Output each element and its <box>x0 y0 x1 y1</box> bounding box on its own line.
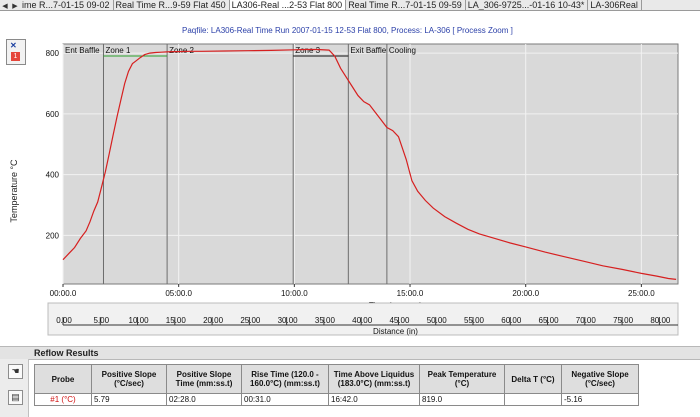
document-icon[interactable]: ▤ <box>8 390 23 405</box>
distance-tick-label: 60.00 <box>501 316 522 325</box>
distance-tick-label: 55.00 <box>464 316 485 325</box>
reflow-results-table: Probe Positive Slope (°C/sec) Positive Slo… <box>34 364 639 406</box>
x-tick-label: 15:00.0 <box>397 289 424 298</box>
column-header[interactable]: Negative Slope (°C/sec) <box>561 364 639 394</box>
tabs-container: ime R...7-01-15 09-02 Real Time R...9-59 … <box>20 0 642 10</box>
distance-tick-label: 40.00 <box>352 316 373 325</box>
zone-label: Ent Baffle <box>65 46 100 55</box>
tab-3[interactable]: Real Time R...7-01-15 09-59 <box>346 0 466 10</box>
x-tick-label: 10:00.0 <box>281 289 308 298</box>
distance-tick-label: 30.00 <box>278 316 299 325</box>
tab-1[interactable]: Real Time R...9-59 Flat 450 <box>114 0 230 10</box>
y-tick-label: 200 <box>46 231 60 240</box>
distance-tick-label: 5.00 <box>93 316 109 325</box>
distance-tick-label: 0.00 <box>56 316 72 325</box>
x-tick-label: 25:00.0 <box>628 289 655 298</box>
close-icon[interactable]: ✕ <box>10 41 17 50</box>
document-tab-bar: ◀ ▶ ime R...7-01-15 09-02 Real Time R...9-5… <box>0 0 700 11</box>
result-cell: 5.79 <box>91 393 167 406</box>
tab-5[interactable]: LA-306Real <box>588 0 642 10</box>
zone-label: Cooling <box>389 46 416 55</box>
distance-tick-label: 20.00 <box>203 316 224 325</box>
y-tick-label: 600 <box>46 110 60 119</box>
y-tick-label: 800 <box>46 49 60 58</box>
table-row[interactable]: #1 (°C) 5.79 02:28.0 00:31.0 16:42.0 819.0 -5.… <box>34 393 639 406</box>
distance-tick-label: 15.00 <box>166 316 187 325</box>
distance-axis-panel <box>47 302 679 336</box>
chart-window: ✕ 1 Paqfile: LA306-Real Time Run 2007-01… <box>0 11 700 345</box>
column-header[interactable]: Time Above Liquidus (183.0°C) (mm:ss.t) <box>328 364 420 394</box>
tab-scroll-left-icon[interactable]: ◀ <box>2 3 8 10</box>
distance-tick-label: 45.00 <box>389 316 410 325</box>
probe-number-badge[interactable]: 1 <box>11 52 20 61</box>
results-header-bar: Reflow Results <box>0 346 700 360</box>
y-tick-label: 400 <box>46 171 60 180</box>
column-header[interactable]: Rise Time (120.0 - 160.0°C) (mm:ss.t) <box>241 364 329 394</box>
x-tick-label: 05:00.0 <box>165 289 192 298</box>
paqfile-subtitle: Paqfile: LA306-Real Time Run 2007-01-15 … <box>182 26 513 35</box>
zone-label: Zone 3 <box>295 46 320 55</box>
tab-4[interactable]: LA_306-9725...-01-16 10-43* <box>466 0 589 10</box>
temperature-chart[interactable]: Ent Baffle Zone 1 Zone 2 Zone 3 Exit Baffle C… <box>0 11 700 345</box>
window-control-box: ✕ 1 <box>6 39 26 65</box>
result-cell <box>504 393 562 406</box>
temperature-series-line <box>62 48 677 280</box>
result-cell: 819.0 <box>419 393 505 406</box>
distance-tick-label: 50.00 <box>427 316 448 325</box>
result-cell: -5.16 <box>561 393 639 406</box>
x-tick-label: 00:00.0 <box>50 289 77 298</box>
distance-tick-label: 65.00 <box>539 316 560 325</box>
column-header[interactable]: Positive Slope Time (mm:ss.t) <box>166 364 242 394</box>
probe-cell: #1 (°C) <box>34 393 92 406</box>
zone-label: Exit Baffle <box>350 46 386 55</box>
column-header[interactable]: Delta T (°C) <box>504 364 562 394</box>
hand-icon[interactable]: ☚ <box>8 364 23 379</box>
zone-label: Zone 2 <box>169 46 194 55</box>
zone-label: Zone 1 <box>105 46 130 55</box>
x-tick-label: 20:00.0 <box>512 289 539 298</box>
column-header[interactable]: Positive Slope (°C/sec) <box>91 364 167 394</box>
result-cell: 00:31.0 <box>241 393 329 406</box>
distance-tick-label: 80.00 <box>650 316 671 325</box>
tab-scroll-right-icon[interactable]: ▶ <box>12 3 18 10</box>
distance-tick-label: 70.00 <box>576 316 597 325</box>
column-header[interactable]: Probe <box>34 364 92 394</box>
column-header[interactable]: Peak Temperature (°C) <box>419 364 505 394</box>
tab-2[interactable]: LA306-Real ...2-53 Flat 800 <box>229 0 347 10</box>
results-title: Reflow Results <box>34 348 99 358</box>
distance-axis-title: Distance (in) <box>373 327 418 336</box>
result-cell: 02:28.0 <box>166 393 242 406</box>
distance-tick-label: 75.00 <box>613 316 634 325</box>
plot-area <box>62 43 679 285</box>
distance-tick-label: 10.00 <box>129 316 150 325</box>
distance-tick-label: 25.00 <box>240 316 261 325</box>
results-header-row: Probe Positive Slope (°C/sec) Positive Slo… <box>34 364 639 394</box>
distance-tick-label: 35.00 <box>315 316 336 325</box>
tab-0[interactable]: ime R...7-01-15 09-02 <box>20 0 114 10</box>
results-side-toolbar: ☚ ▤ <box>0 359 29 417</box>
result-cell: 16:42.0 <box>328 393 420 406</box>
